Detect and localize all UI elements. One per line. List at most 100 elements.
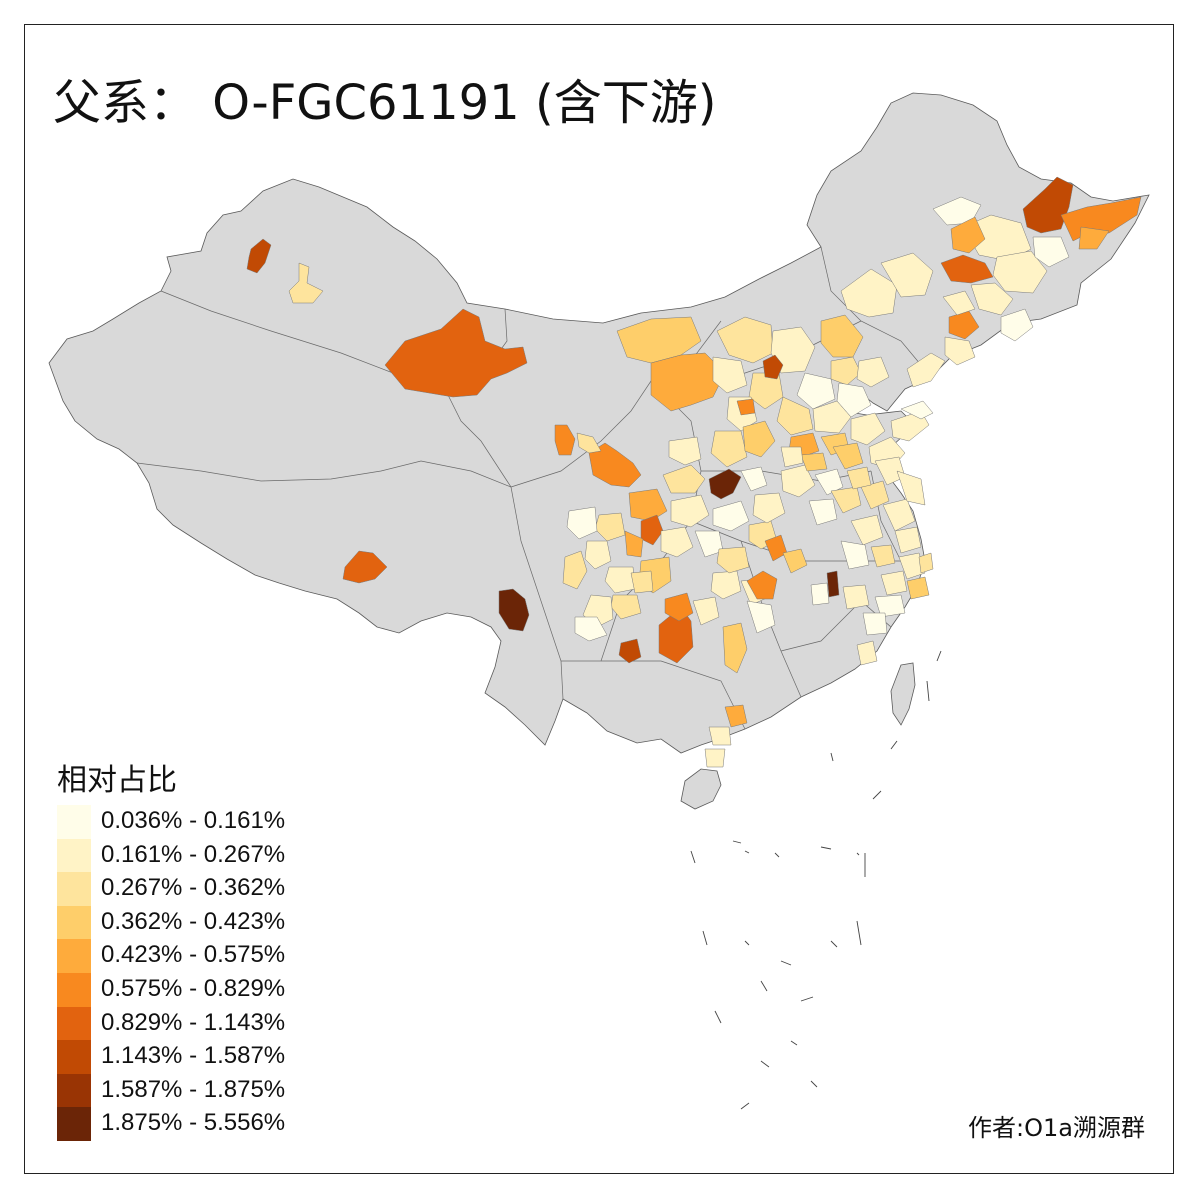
region-yantai — [900, 400, 934, 420]
region-yangquan — [736, 398, 756, 416]
china-base-region — [48, 92, 1150, 754]
region-guangyuan — [640, 514, 664, 546]
region-lanzhou — [588, 442, 642, 488]
legend-label: 1.143% - 1.587% — [101, 1042, 286, 1070]
region-shangqiu — [830, 486, 862, 514]
region-xian — [708, 468, 742, 500]
legend-swatch — [57, 972, 91, 1007]
region-suihua — [1032, 236, 1070, 268]
region-ganzi — [562, 550, 588, 590]
region-zhoukou — [808, 498, 838, 526]
region-xuzhou — [860, 480, 890, 510]
region-daxinganling — [932, 196, 982, 226]
region-naqu — [342, 550, 388, 584]
region-zunyi — [664, 592, 694, 622]
region-shanghai — [918, 552, 934, 574]
region-xinyang — [782, 548, 808, 574]
legend-swatch — [57, 1006, 91, 1041]
region-jiamusi — [1078, 226, 1110, 250]
region-taiyuan — [762, 354, 784, 380]
region-qiqihar — [950, 216, 986, 254]
region-qingyang — [668, 436, 702, 466]
author-credit: 作者:O1a溯源群 — [968, 1114, 1145, 1142]
region-alxa — [616, 316, 702, 364]
region-ningbo — [906, 576, 930, 600]
region-liuzhou — [724, 704, 748, 728]
legend-label: 1.587% - 1.875% — [101, 1075, 286, 1103]
legend-label: 0.267% - 0.362% — [101, 874, 286, 902]
region-jinzhong — [742, 420, 776, 458]
region-zhaotong — [630, 570, 654, 594]
map-title: 父系： O-FGC61191 (含下游) — [53, 75, 717, 131]
region-anqing — [826, 570, 840, 598]
legend-label: 0.036% - 0.161% — [101, 807, 286, 834]
region-ordos — [712, 356, 748, 394]
legend-label: 0.161% - 0.267% — [101, 840, 286, 868]
legend-swatch — [57, 1073, 91, 1108]
region-harbin — [992, 250, 1048, 294]
region-shanxi-n — [770, 326, 816, 374]
legend-title: 相对占比 — [57, 763, 177, 798]
region-puyang — [800, 452, 828, 472]
region-bayannur — [650, 352, 726, 412]
legend-swatch — [57, 838, 91, 873]
data-regions — [246, 176, 1142, 768]
region-kunming — [574, 616, 608, 642]
region-yancheng — [896, 470, 926, 506]
region-huaian — [882, 498, 916, 532]
region-fuzhou — [856, 640, 878, 666]
region-songyuan — [970, 282, 1014, 316]
region-jinzhou — [942, 290, 976, 316]
region-bortala — [288, 262, 324, 304]
legend-swatch — [57, 905, 91, 940]
south-china-sea-islands — [690, 650, 942, 1110]
region-cangzhou — [836, 382, 872, 418]
map-frame: 父系： O-FGC61191 (含下游) 相对占比 0.036% - 0.161… — [24, 24, 1174, 1174]
region-huaihua — [722, 622, 748, 674]
region-yiyang — [746, 600, 776, 634]
region-hefei — [840, 540, 870, 570]
region-zhanjiang — [704, 748, 726, 768]
region-mianyang — [624, 530, 644, 558]
region-tongren — [692, 596, 720, 626]
region-hami — [384, 308, 528, 398]
region-tianjin — [856, 356, 890, 388]
region-guilin — [708, 726, 732, 746]
region-chifeng — [880, 252, 934, 298]
region-heze — [832, 442, 864, 470]
region-dezhou — [850, 412, 886, 446]
legend-label: 0.575% - 0.829% — [101, 974, 286, 1002]
region-jiujiang — [810, 582, 830, 606]
region-linfen — [710, 430, 748, 468]
region-qujing — [618, 638, 642, 664]
legend-label: 0.423% - 0.575% — [101, 941, 286, 969]
legend-swatch — [57, 1107, 91, 1141]
legend-swatch — [57, 1040, 91, 1074]
region-hengshui — [812, 400, 852, 434]
region-shijiazhuang — [776, 396, 814, 436]
region-yichun — [1022, 176, 1074, 234]
region-jining — [846, 466, 872, 490]
region-luoyang — [752, 492, 786, 524]
region-nanjing — [870, 544, 896, 568]
region-dalian — [906, 352, 946, 388]
region-wuhan — [746, 570, 778, 600]
region-chengde — [840, 268, 898, 318]
legend-label: 1.875% - 5.556% — [101, 1109, 286, 1137]
region-daqing — [940, 254, 994, 284]
region-huangshan — [842, 584, 870, 610]
region-yaan — [584, 540, 612, 570]
region-jinhua — [862, 612, 888, 636]
region-anyang — [780, 446, 804, 468]
region-heihe — [962, 214, 1032, 262]
region-anshan — [944, 336, 976, 366]
region-kaifeng — [814, 468, 844, 496]
region-yangzhou — [894, 526, 922, 554]
region-tacheng — [246, 238, 272, 274]
legend-swatch — [57, 939, 91, 973]
region-beijing — [830, 356, 862, 386]
region-shaoxing — [874, 594, 906, 618]
region-haixi — [554, 424, 576, 456]
region-weinan — [740, 466, 768, 492]
region-tianshui — [662, 464, 706, 494]
